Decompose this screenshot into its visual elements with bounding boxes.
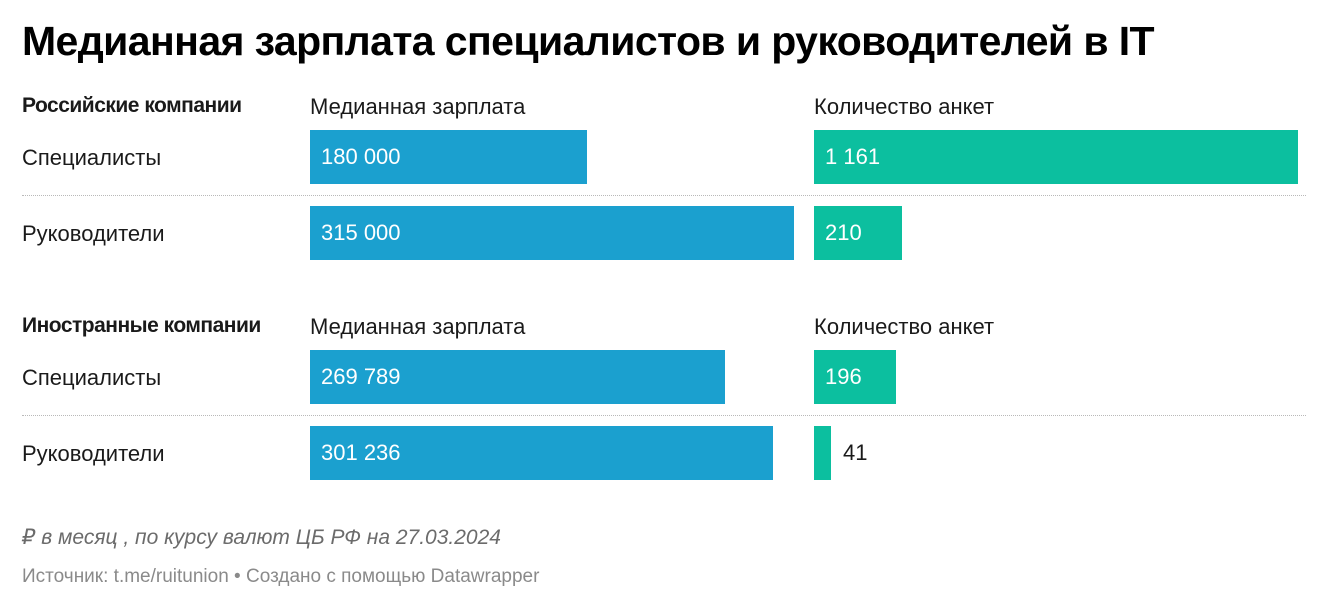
- count-value-label: 41: [843, 440, 868, 465]
- units-note: ₽ в месяц , по курсу валют ЦБ РФ на 27.0…: [22, 526, 501, 549]
- salary-value-label: 269 789: [321, 364, 401, 389]
- group-heading: Российские компании: [22, 94, 242, 117]
- count-value-label: 196: [825, 364, 862, 389]
- source-line: Источник: t.me/ruitunion • Создано с пом…: [22, 566, 540, 587]
- count-bar: [814, 426, 831, 480]
- salary-bar: [310, 426, 773, 480]
- salary-value-label: 301 236: [321, 440, 401, 465]
- salary-bar: [310, 130, 587, 184]
- salary-value-label: 180 000: [321, 144, 401, 169]
- count-column-header: Количество анкет: [814, 314, 995, 339]
- salary-bar: [310, 350, 725, 404]
- row-divider: [22, 415, 1306, 416]
- chart-title: Медианная зарплата специалистов и руково…: [22, 18, 1155, 64]
- salary-value-label: 315 000: [321, 220, 401, 245]
- salary-column-header: Медианная зарплата: [310, 94, 526, 119]
- row-label: Руководители: [22, 221, 165, 246]
- salary-bar: [310, 206, 794, 260]
- row-label: Руководители: [22, 441, 165, 466]
- count-value-label: 210: [825, 220, 862, 245]
- count-column-header: Количество анкет: [814, 94, 995, 119]
- count-bar: [814, 130, 1298, 184]
- salary-column-header: Медианная зарплата: [310, 314, 526, 339]
- count-bar: [814, 350, 896, 404]
- count-value-label: 1 161: [825, 144, 881, 169]
- row-divider: [22, 195, 1306, 196]
- row-label: Специалисты: [22, 365, 162, 390]
- group-heading: Иностранные компании: [22, 314, 261, 337]
- row-label: Специалисты: [22, 145, 162, 170]
- count-bar: [814, 206, 902, 260]
